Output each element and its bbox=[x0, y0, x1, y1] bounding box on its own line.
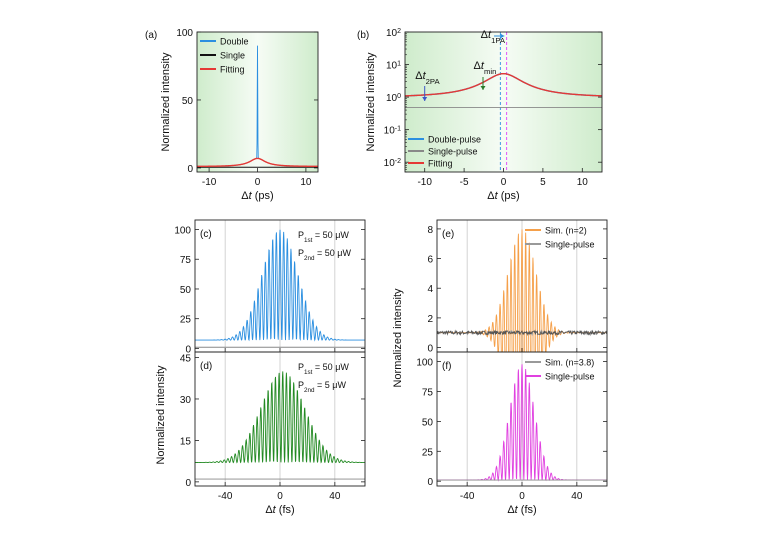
y-tick-label: 45 bbox=[180, 354, 192, 365]
x-axis-label: Δt (ps) bbox=[487, 190, 519, 202]
series-line-fitting bbox=[197, 157, 318, 168]
y-tick-label: 30 bbox=[180, 395, 192, 406]
x-tick-label: 0 bbox=[277, 491, 283, 502]
x-tick-label: 0 bbox=[519, 491, 525, 502]
y-tick-label: 0 bbox=[427, 477, 433, 488]
shared-ylabel-right: Normalized intensity bbox=[392, 288, 404, 388]
x-tick-label: 40 bbox=[329, 491, 341, 502]
y-tick-label: 15 bbox=[180, 436, 192, 447]
panel-f: 0 25 50 75 100 -40 0 40 Δt (fs) (f) Sim. (n=3.8) Si… bbox=[416, 351, 608, 516]
series-line-double-pulse bbox=[195, 371, 365, 464]
y-tick-label: 100 bbox=[386, 93, 401, 105]
power-annotation: P2nd = 5 μW bbox=[298, 380, 346, 394]
panel-label: (f) bbox=[442, 361, 451, 372]
delta-t-annotation: Δtmin bbox=[474, 60, 497, 76]
panel-d: 0 15 30 45 -40 0 40 Δt (fs) (d) P1st = 50 μW P2nd … bbox=[180, 351, 366, 516]
legend-label: Double-pulse bbox=[428, 135, 481, 145]
y-tick-label: 75 bbox=[422, 387, 434, 398]
plot-background bbox=[405, 32, 602, 172]
y-tick-label: 8 bbox=[427, 225, 433, 236]
y-tick-label: 75 bbox=[180, 255, 192, 266]
panel-label: (d) bbox=[200, 361, 212, 372]
legend-label: Double bbox=[220, 37, 249, 47]
series-group bbox=[195, 371, 365, 480]
x-tick-label: -10 bbox=[202, 177, 217, 188]
series-group bbox=[437, 229, 607, 352]
legend-label: Sim. (n=2) bbox=[545, 226, 587, 236]
power-annotation: P1st = 50 μW bbox=[298, 230, 349, 244]
delta-t-annotation: Δt1PA bbox=[481, 29, 506, 45]
annotation-arrowhead bbox=[480, 86, 486, 90]
panel-label: (e) bbox=[442, 229, 454, 240]
panel-label: (b) bbox=[357, 30, 369, 41]
y-tick-label: 101 bbox=[386, 60, 401, 72]
panel-a: 0 50 100 -10 0 10 Δt (ps) Normalized intensity(… bbox=[145, 28, 319, 202]
series-group bbox=[197, 45, 318, 168]
y-tick-label: 0 bbox=[427, 344, 433, 355]
y-tick-label: 0 bbox=[187, 164, 193, 175]
x-axis-label: Δt (fs) bbox=[507, 504, 536, 516]
panel-b: 10-2 10-1 100 101 102 -10 -5 0 5 10 Δt (ps) Normali… bbox=[357, 28, 603, 202]
legend-label: Single-pulse bbox=[545, 372, 595, 382]
legend-label: Fitting bbox=[428, 159, 453, 169]
y-tick-label: 10-2 bbox=[384, 158, 401, 170]
x-tick-label: -10 bbox=[417, 177, 432, 188]
panel-c: 0 25 50 75 100 (c) P1st = 50 μW P2nd = 50 μW bbox=[174, 219, 366, 355]
panel-label: (c) bbox=[200, 229, 212, 240]
x-tick-label: 10 bbox=[300, 177, 312, 188]
series-line-fitting bbox=[405, 72, 602, 97]
series-group bbox=[437, 364, 607, 482]
legend-label: Single-pulse bbox=[428, 147, 478, 157]
x-tick-label: -40 bbox=[218, 491, 233, 502]
y-tick-label: 102 bbox=[386, 28, 401, 40]
y-tick-label: 10-1 bbox=[384, 125, 401, 137]
x-tick-label: 0 bbox=[255, 177, 261, 188]
x-tick-label: 40 bbox=[571, 491, 583, 502]
series-line-double-pulse bbox=[195, 229, 365, 342]
series-group bbox=[405, 72, 602, 108]
x-tick-label: 0 bbox=[501, 177, 507, 188]
y-tick-label: 6 bbox=[427, 255, 433, 266]
y-tick-label: 0 bbox=[185, 344, 191, 355]
y-tick-label: 50 bbox=[182, 96, 194, 107]
legend-label: Single bbox=[220, 51, 245, 61]
y-tick-label: 0 bbox=[185, 478, 191, 489]
series-line-single-pulse bbox=[437, 329, 607, 337]
panel-label: (a) bbox=[145, 30, 157, 41]
y-axis-label: Normalized intensity bbox=[160, 52, 172, 152]
power-annotation: P2nd = 50 μW bbox=[298, 248, 351, 262]
y-tick-label: 4 bbox=[427, 284, 433, 295]
annotation-arrowhead bbox=[500, 33, 505, 39]
y-tick-label: 50 bbox=[180, 285, 192, 296]
x-tick-label: -5 bbox=[460, 177, 469, 188]
x-axis-label: Δt (fs) bbox=[265, 504, 294, 516]
legend-label: Sim. (n=3.8) bbox=[545, 358, 594, 368]
power-annotation: P1st = 50 μW bbox=[298, 362, 349, 376]
series-group bbox=[195, 229, 365, 348]
legend-label: Single-pulse bbox=[545, 240, 595, 250]
y-tick-label: 100 bbox=[416, 358, 433, 369]
y-tick-label: 100 bbox=[174, 226, 191, 237]
y-tick-label: 2 bbox=[427, 314, 433, 325]
y-tick-label: 50 bbox=[422, 417, 434, 428]
x-tick-label: 10 bbox=[577, 177, 589, 188]
annotation-arrowhead bbox=[422, 97, 428, 101]
x-tick-label: 5 bbox=[540, 177, 546, 188]
x-axis-label: Δt (ps) bbox=[241, 190, 273, 202]
y-tick-label: 100 bbox=[176, 28, 193, 39]
panel-e: 0 2 4 6 8 (e) Sim. (n=2) Single-pulse bbox=[427, 219, 608, 355]
legend-label: Fitting bbox=[220, 65, 245, 75]
y-axis-label: Normalized intensity bbox=[365, 52, 377, 152]
delta-t-annotation: Δt2PA bbox=[415, 70, 440, 86]
y-tick-label: 25 bbox=[180, 315, 192, 326]
shared-ylabel-left: Normalized intensity bbox=[155, 365, 167, 465]
y-tick-label: 25 bbox=[422, 447, 434, 458]
x-tick-label: -40 bbox=[460, 491, 475, 502]
